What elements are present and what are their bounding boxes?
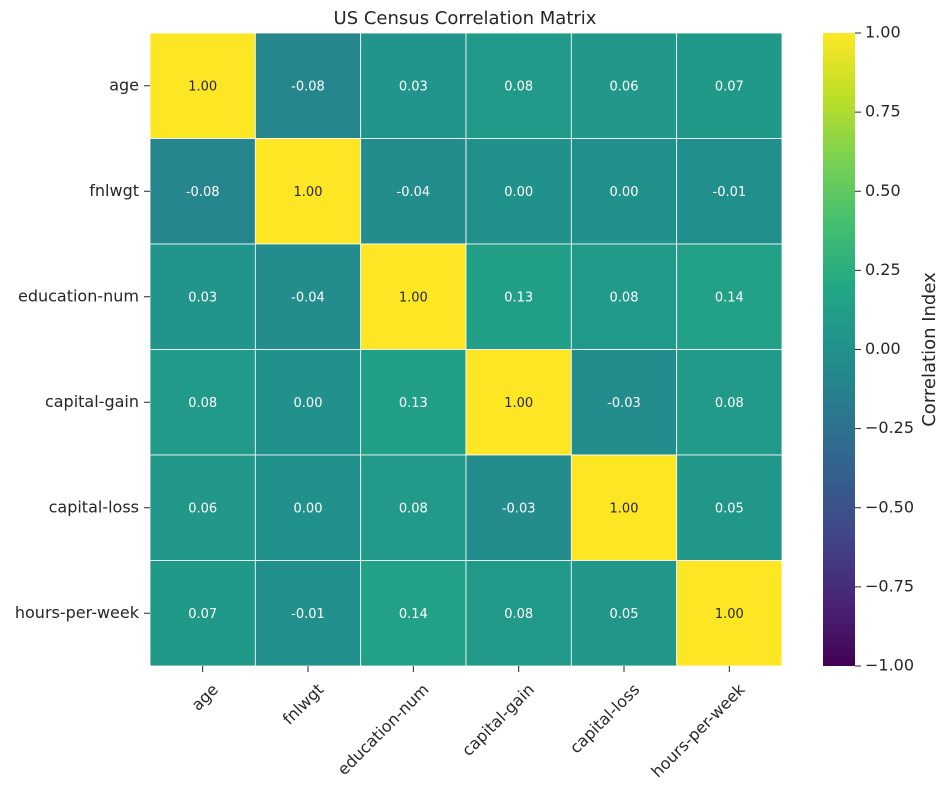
cell-value-education-num-age: 0.03: [188, 290, 217, 305]
heatmap-cell-capital-gain-hours-per-week: [676, 349, 783, 456]
heatmap-cell-education-num-education-num: [360, 243, 467, 350]
heatmap-cell-fnlwgt-fnlwgt: [254, 138, 362, 245]
colorbar-ticks: 1.00 0.75 0.50 0.25 0.00 −0.25 −0.50 −0.75 −1.00: [855, 23, 914, 675]
column-label-capital-gain: capital-gain: [458, 680, 538, 760]
cell-value-capital-gain-fnlwgt: 0.00: [294, 396, 323, 411]
heatmap-cell-age-education-num: [360, 32, 467, 139]
cell-value-education-num-hours-per-week: 0.14: [715, 290, 744, 305]
colorbar-tick-label: 0.50: [865, 181, 901, 200]
cell-value-hours-per-week-fnlwgt: -0.01: [291, 607, 325, 622]
heatmap-cell-education-num-capital-loss: [570, 243, 678, 350]
colorbar-label: Correlation Index: [919, 272, 940, 427]
heatmap-cell-age-capital-loss: [570, 32, 678, 139]
cell-value-hours-per-week-hours-per-week: 1.00: [715, 607, 744, 622]
heatmap-cell-education-num-fnlwgt: [254, 243, 362, 350]
cell-value-capital-gain-education-num: 0.13: [399, 396, 428, 411]
heatmap-cell-age-age: [149, 32, 256, 139]
cell-value-fnlwgt-age: -0.08: [186, 185, 220, 200]
heatmap-cell-age-hours-per-week: [676, 32, 783, 139]
cell-value-capital-gain-age: 0.08: [188, 396, 217, 411]
row-label-hours-per-week: hours-per-week: [15, 603, 140, 622]
cell-value-hours-per-week-capital-gain: 0.08: [504, 607, 533, 622]
cell-value-education-num-fnlwgt: -0.04: [291, 290, 325, 305]
cell-value-hours-per-week-age: 0.07: [188, 607, 217, 622]
heatmap-cell-education-num-age: [149, 243, 256, 350]
heatmap-cell-capital-gain-capital-gain: [465, 349, 572, 456]
heatmap-cell-capital-loss-education-num: [360, 454, 467, 561]
cell-value-capital-loss-fnlwgt: 0.00: [294, 501, 323, 516]
row-label-capital-gain: capital-gain: [45, 392, 139, 411]
colorbar-tick-label: −1.00: [865, 656, 914, 675]
heatmap-cell-education-num-capital-gain: [465, 243, 572, 350]
colorbar-tick-label: 1.00: [865, 23, 901, 42]
row-label-education-num: education-num: [18, 286, 139, 305]
heatmap-cell-capital-loss-hours-per-week: [676, 454, 783, 561]
heatmap-cell-capital-gain-age: [149, 349, 256, 456]
cell-value-education-num-capital-gain: 0.13: [504, 290, 533, 305]
cell-value-age-education-num: 0.03: [399, 79, 428, 94]
cell-value-hours-per-week-capital-loss: 0.05: [610, 607, 639, 622]
column-label-education-num: education-num: [334, 680, 433, 779]
column-label-age: age: [187, 680, 222, 715]
heatmap-cell-hours-per-week-hours-per-week: [676, 560, 783, 667]
cell-value-capital-gain-capital-loss: -0.03: [607, 396, 641, 411]
cell-value-fnlwgt-capital-loss: 0.00: [610, 185, 639, 200]
heatmap-cell-capital-loss-capital-loss: [570, 454, 678, 561]
cell-value-fnlwgt-education-num: -0.04: [397, 185, 431, 200]
row-tick-labels: age fnlwgt education-num capital-gain capita…: [15, 75, 150, 622]
heatmap-cell-capital-loss-capital-gain: [465, 454, 572, 561]
chart-title: US Census Correlation Matrix: [334, 8, 597, 29]
cell-value-capital-loss-education-num: 0.08: [399, 501, 428, 516]
heatmap-cell-capital-gain-education-num: [360, 349, 467, 456]
colorbar-tick-label: −0.50: [865, 497, 914, 516]
heatmap-cell-fnlwgt-hours-per-week: [676, 138, 783, 245]
cell-value-capital-gain-capital-gain: 1.00: [504, 396, 533, 411]
heatmap-cell-age-fnlwgt: [254, 32, 362, 139]
cell-value-capital-loss-age: 0.06: [188, 501, 217, 516]
cell-value-fnlwgt-fnlwgt: 1.00: [294, 185, 323, 200]
heatmap-cell-hours-per-week-age: [149, 560, 256, 667]
column-tick-labels: age fnlwgt education-num capital-gain capita…: [187, 666, 749, 781]
colorbar-tick-label: −0.25: [865, 418, 914, 437]
row-label-fnlwgt: fnlwgt: [89, 181, 139, 200]
cell-value-fnlwgt-hours-per-week: -0.01: [713, 185, 747, 200]
heatmap-cell-capital-gain-capital-loss: [570, 349, 678, 456]
heatmap-cell-fnlwgt-capital-gain: [465, 138, 572, 245]
cell-value-age-hours-per-week: 0.07: [715, 79, 744, 94]
cell-value-capital-loss-hours-per-week: 0.05: [715, 501, 744, 516]
row-label-capital-loss: capital-loss: [49, 497, 139, 516]
cell-value-capital-loss-capital-gain: -0.03: [502, 501, 536, 516]
heatmap-cell-education-num-hours-per-week: [676, 243, 783, 350]
heatmap-cell-age-capital-gain: [465, 32, 572, 139]
colorbar-tick-label: 0.00: [865, 339, 901, 358]
cell-value-fnlwgt-capital-gain: 0.00: [504, 185, 533, 200]
colorbar: [823, 33, 855, 666]
cell-value-capital-loss-capital-loss: 1.00: [610, 501, 639, 516]
cell-value-age-age: 1.00: [188, 79, 217, 94]
cell-value-hours-per-week-education-num: 0.14: [399, 607, 428, 622]
colorbar-tick-label: 0.75: [865, 102, 901, 121]
heatmap-cell-labels: 1.00 -0.08 0.03 0.08 0.06 0.07 -0.08 1.00 -0.04 0…: [186, 79, 746, 622]
cell-value-education-num-capital-loss: 0.08: [610, 290, 639, 305]
cell-value-age-capital-gain: 0.08: [504, 79, 533, 94]
cell-value-education-num-education-num: 1.00: [399, 290, 428, 305]
heatmap-cell-capital-loss-age: [149, 454, 256, 561]
row-label-age: age: [109, 75, 139, 94]
column-label-fnlwgt: fnlwgt: [279, 680, 328, 729]
column-label-capital-loss: capital-loss: [566, 680, 643, 757]
colorbar-tick-label: −0.75: [865, 576, 914, 595]
heatmap-cell-hours-per-week-capital-loss: [570, 560, 678, 667]
heatmap-cell-capital-gain-fnlwgt: [254, 349, 362, 456]
colorbar-tick-label: 0.25: [865, 260, 901, 279]
cell-value-capital-gain-hours-per-week: 0.08: [715, 396, 744, 411]
cell-value-age-capital-loss: 0.06: [610, 79, 639, 94]
cell-value-age-fnlwgt: -0.08: [291, 79, 325, 94]
heatmap-cells: [149, 32, 783, 667]
column-label-hours-per-week: hours-per-week: [647, 679, 749, 781]
